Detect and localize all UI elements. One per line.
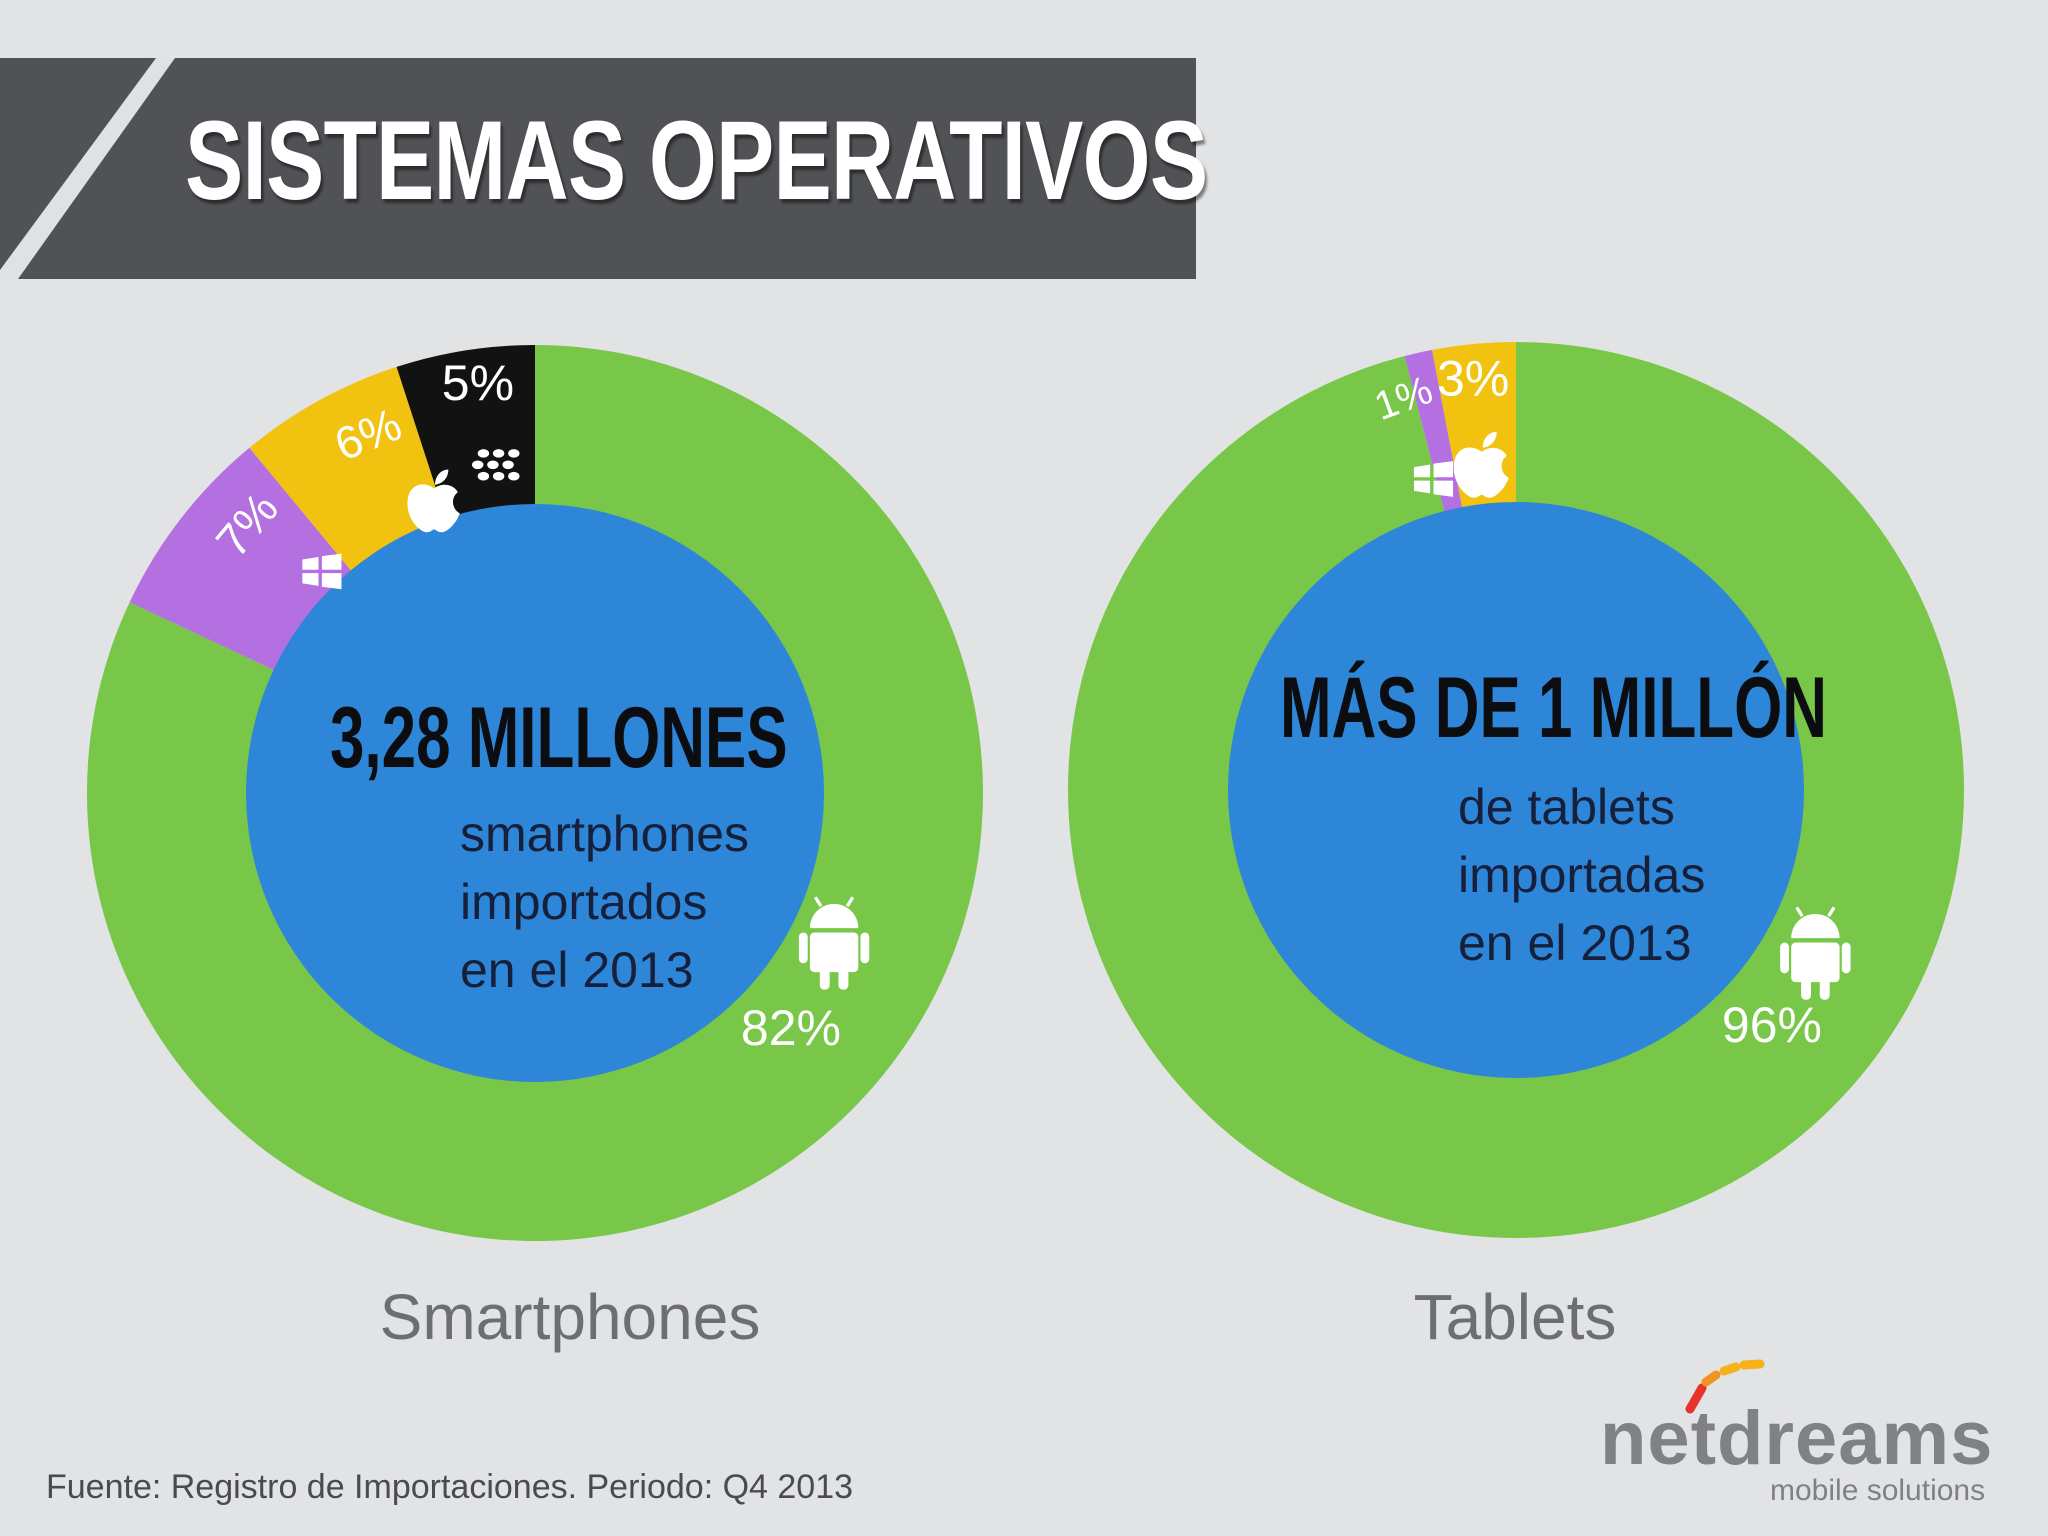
donut-center xyxy=(246,504,824,1082)
slice-label-android: 82% xyxy=(741,1000,841,1056)
android-icon xyxy=(798,896,870,990)
tablets-center-text: de tablets importadas en el 2013 xyxy=(1458,773,1705,977)
tablets-center-line: importadas xyxy=(1458,847,1706,903)
page-title: SISTEMAS OPERATIVOS xyxy=(185,98,1208,223)
brand-tagline: mobile solutions xyxy=(1770,1474,1986,1507)
smartphones-center-line: smartphones xyxy=(460,806,750,862)
brand-name: netdreams xyxy=(1600,1396,1994,1481)
netdreams-logo-mark xyxy=(1685,1359,1765,1414)
source-note: Fuente: Registro de Importaciones. Perio… xyxy=(46,1468,854,1506)
slice-label-apple: 3% xyxy=(1437,350,1509,406)
slice-label-android: 96% xyxy=(1722,997,1822,1053)
tablets-chart-title: Tablets xyxy=(1413,1281,1617,1353)
blackberry-icon xyxy=(472,449,520,481)
donut-center xyxy=(1228,502,1804,1078)
tablets-donut-chart: 96%1%3% xyxy=(1068,342,1965,1238)
smartphones-center-heading: 3,28 MILLONES xyxy=(330,690,788,786)
slice-label-blackberry: 5% xyxy=(442,355,514,411)
apple-icon xyxy=(1453,431,1509,498)
apple-icon xyxy=(407,469,460,533)
smartphones-chart-title: Smartphones xyxy=(379,1281,761,1353)
smartphones-center-line: en el 2013 xyxy=(460,942,694,998)
tablets-center-line: de tablets xyxy=(1458,779,1675,835)
title-banner xyxy=(0,58,1196,279)
tablets-center-heading: MÁS DE 1 MILLÓN xyxy=(1280,660,1827,756)
tablets-center-line: en el 2013 xyxy=(1458,915,1692,971)
windows-icon xyxy=(1413,461,1454,497)
android-icon xyxy=(1780,906,1851,1000)
smartphones-center-text: smartphones importados en el 2013 xyxy=(460,800,749,1004)
smartphones-center-line: importados xyxy=(460,874,708,930)
windows-icon xyxy=(302,553,342,590)
smartphones-donut-chart: 82%7%6%5% xyxy=(87,345,984,1241)
